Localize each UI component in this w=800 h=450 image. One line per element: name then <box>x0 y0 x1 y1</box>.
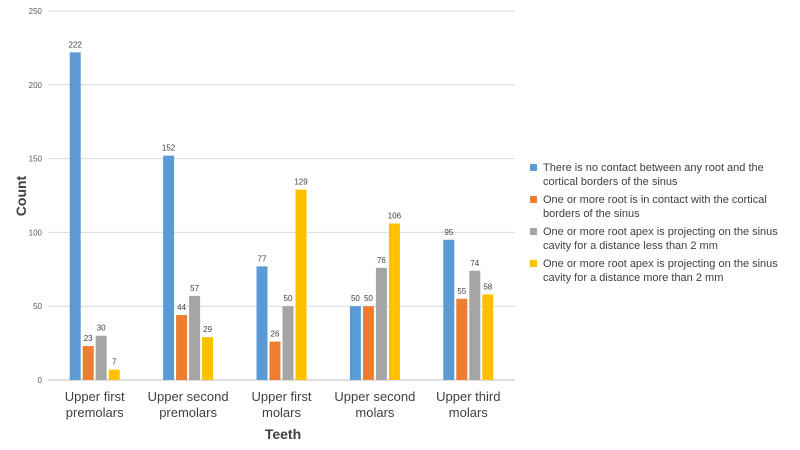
legend-label-2: One or more root apex is projecting on t… <box>543 226 778 252</box>
bars <box>69 52 494 380</box>
bar-3-3 <box>388 223 400 380</box>
legend-swatch-1 <box>530 196 537 203</box>
legend-label-1: One or more root is in contact with the … <box>543 194 767 220</box>
bar-2-1 <box>269 341 281 380</box>
data-label-0-1: 23 <box>84 334 93 343</box>
bar-2-3 <box>295 189 307 380</box>
bar-2-2 <box>282 306 294 380</box>
data-label-4-0: 95 <box>444 228 453 237</box>
x-axis-title: Teeth <box>265 426 301 442</box>
data-label-2-3: 129 <box>294 178 308 187</box>
data-label-3-3: 106 <box>388 212 402 221</box>
data-label-1-2: 57 <box>190 284 199 293</box>
y-tick-label-150: 150 <box>29 155 43 164</box>
bar-3-0 <box>349 306 361 380</box>
y-tick-label-250: 250 <box>29 7 43 16</box>
y-tick-label-0: 0 <box>38 376 43 385</box>
data-label-3-1: 50 <box>364 294 373 303</box>
data-label-1-3: 29 <box>203 325 212 334</box>
y-tick-label-50: 50 <box>33 302 42 311</box>
data-label-0-3: 7 <box>112 358 117 367</box>
legend-item-1: One or more root is in contact with the … <box>530 193 792 221</box>
data-label-1-0: 152 <box>162 144 176 153</box>
bar-4-2 <box>469 270 481 380</box>
x-category-label-1-0: Upper second <box>148 389 229 404</box>
bar-0-0 <box>69 52 81 380</box>
data-label-3-2: 76 <box>377 256 386 265</box>
legend-label-0: There is no contact between any root and… <box>543 162 764 188</box>
x-category-label-3-0: Upper second <box>334 389 415 404</box>
legend-label-3: One or more root apex is projecting on t… <box>543 258 778 284</box>
data-label-4-1: 55 <box>457 287 466 296</box>
bar-4-1 <box>456 298 468 380</box>
bar-4-3 <box>482 294 494 380</box>
y-tick-label-100: 100 <box>29 228 43 237</box>
x-category-label-4-1: molars <box>449 405 489 420</box>
bar-1-0 <box>163 155 175 380</box>
legend-item-2: One or more root apex is projecting on t… <box>530 225 792 253</box>
legend-item-0: There is no contact between any root and… <box>530 161 792 189</box>
gridlines <box>48 10 515 381</box>
x-category-label-3-1: molars <box>355 405 395 420</box>
data-label-1-1: 44 <box>177 303 186 312</box>
legend-swatch-2 <box>530 228 537 235</box>
legend-swatch-0 <box>530 164 537 171</box>
bar-4-0 <box>443 239 455 380</box>
y-tick-labels: 0 50 100 150 200 250 <box>29 7 43 385</box>
legend: There is no contact between any root and… <box>530 161 792 289</box>
data-label-3-0: 50 <box>351 294 360 303</box>
bar-1-2 <box>189 295 201 380</box>
legend-swatch-3 <box>530 260 537 267</box>
x-category-label-2-1: molars <box>262 405 302 420</box>
bar-2-0 <box>256 266 268 380</box>
legend-item-3: One or more root apex is projecting on t… <box>530 257 792 285</box>
data-label-2-0: 77 <box>258 254 267 263</box>
bar-3-1 <box>362 306 374 380</box>
x-category-label-4-0: Upper third <box>436 389 500 404</box>
y-tick-label-200: 200 <box>29 81 43 90</box>
x-category-label-0-1: premolars <box>66 405 124 420</box>
x-category-label-2-0: Upper first <box>252 389 312 404</box>
data-label-0-2: 30 <box>97 324 106 333</box>
bar-0-3 <box>108 369 120 380</box>
x-category-label-0-0: Upper first <box>65 389 125 404</box>
bar-0-2 <box>95 335 107 380</box>
bar-1-1 <box>176 315 188 380</box>
bar-0-1 <box>82 346 94 380</box>
data-label-0-0: 222 <box>69 40 83 49</box>
bar-1-3 <box>202 337 214 380</box>
x-category-label-1-1: premolars <box>159 405 217 420</box>
data-labels: 222 23 30 7 152 44 57 29 77 26 50 129 50 50 76 106 95 55 7… <box>69 40 493 366</box>
data-label-2-2: 50 <box>284 294 293 303</box>
data-label-4-2: 74 <box>470 259 479 268</box>
data-label-2-1: 26 <box>271 330 280 339</box>
data-label-4-3: 58 <box>483 282 492 291</box>
bar-3-2 <box>375 267 387 380</box>
y-axis-title: Count <box>13 175 29 216</box>
